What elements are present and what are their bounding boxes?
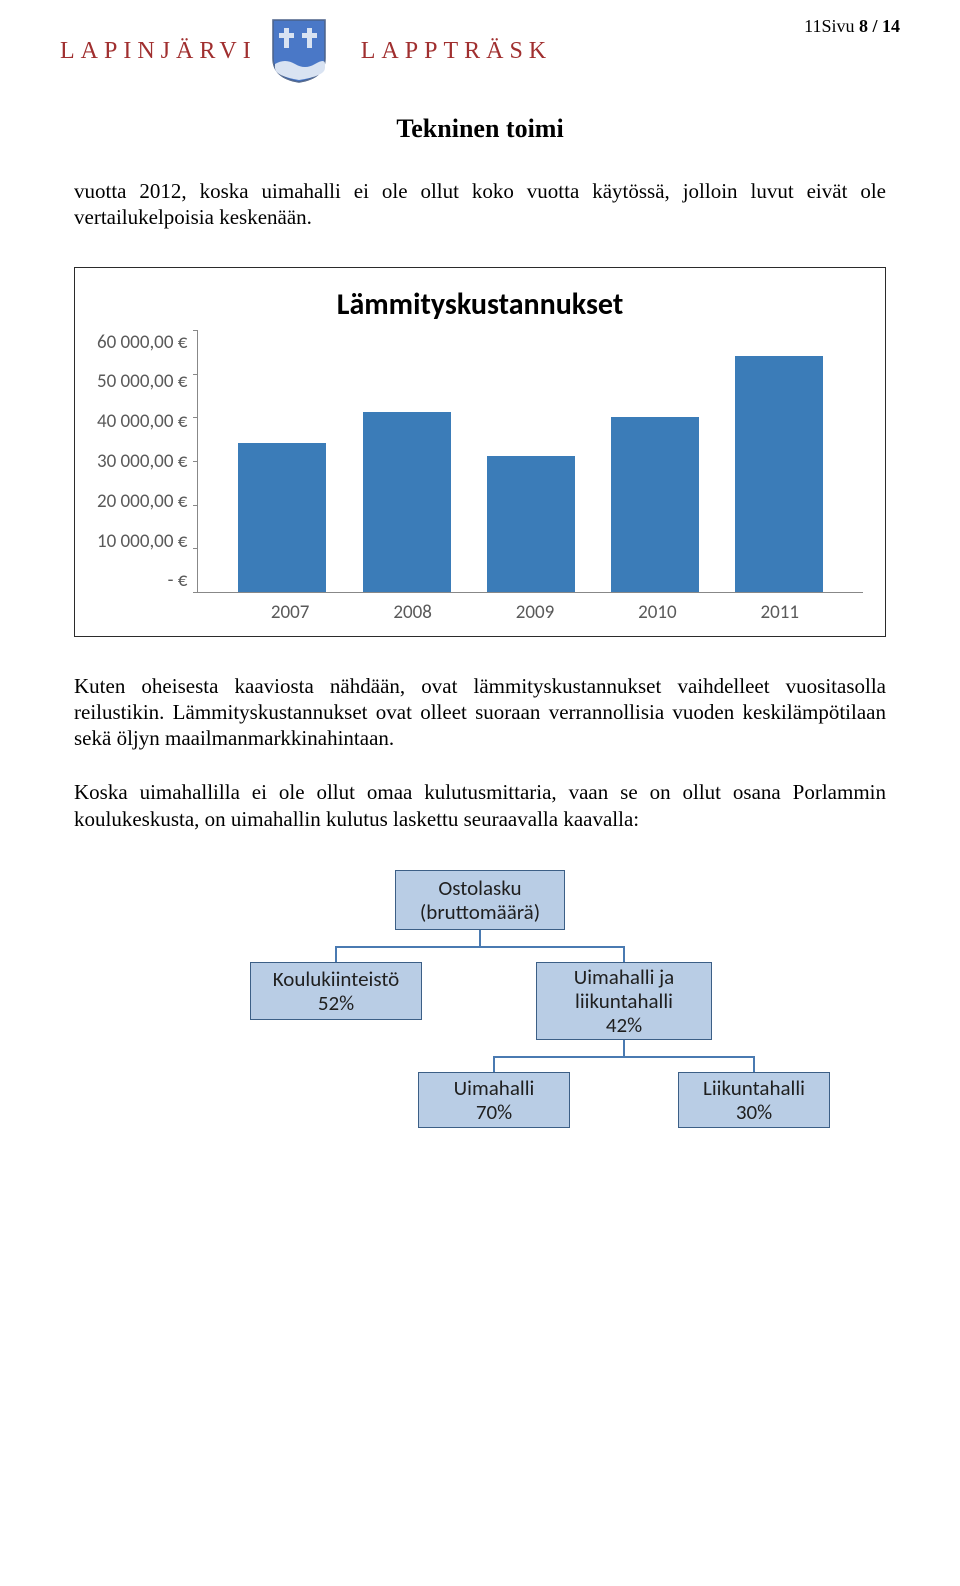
- bar-2010: [611, 417, 699, 592]
- y-tick-label: 30 000,00 €: [97, 450, 187, 473]
- shield-icon: [271, 18, 327, 84]
- flow-sh-l2: 30%: [736, 1100, 772, 1124]
- flow-pool-l1: Uimahalli: [454, 1076, 535, 1100]
- chart-x-axis: 2007 2008 2009 2010 2011: [207, 593, 863, 624]
- x-tick-label: 2009: [491, 601, 579, 624]
- bar-2011: [735, 356, 823, 592]
- page-num-value: 8 / 14: [859, 16, 900, 36]
- flow-root-l2: (bruttomäärä): [420, 900, 540, 924]
- x-tick-label: 2010: [613, 601, 701, 624]
- y-tick-label: 50 000,00 €: [97, 370, 187, 393]
- flow-school-l2: 52%: [318, 991, 354, 1015]
- flow-node-pool: Uimahalli 70%: [418, 1072, 570, 1128]
- page-number: 11Sivu 8 / 14: [804, 16, 900, 37]
- heating-cost-chart: Lämmityskustannukset 60 000,00 € 50 000,0…: [74, 267, 886, 637]
- paragraph-3: Koska uimahallilla ei ole ollut omaa kul…: [0, 779, 960, 832]
- page-title: Tekninen toimi: [0, 114, 960, 144]
- flow-node-root: Ostolasku (bruttomäärä): [395, 870, 565, 930]
- flow-node-pool-hall: Uimahalli ja liikuntahalli 42%: [536, 962, 712, 1040]
- flow-school-l1: Koulukiinteistö: [273, 967, 399, 991]
- bar-2009: [487, 456, 575, 591]
- flow-node-sporthall: Liikuntahalli 30%: [678, 1072, 830, 1128]
- y-tick-label: 40 000,00 €: [97, 410, 187, 433]
- x-tick-label: 2007: [246, 601, 334, 624]
- x-tick-label: 2008: [369, 601, 457, 624]
- x-tick-label: 2011: [736, 601, 824, 624]
- flow-ph-l3: 42%: [606, 1013, 642, 1037]
- y-tick-label: 20 000,00 €: [97, 490, 187, 513]
- page-prefix: 11Sivu: [804, 16, 859, 36]
- paragraph-1: vuotta 2012, koska uimahalli ei ole ollu…: [0, 178, 960, 231]
- y-tick-label: 10 000,00 €: [97, 530, 187, 553]
- logo-text-right: LAPPTRÄSK: [361, 38, 552, 65]
- chart-title: Lämmityskustannukset: [97, 286, 863, 323]
- bar-2008: [363, 412, 451, 591]
- y-tick-label: - €: [97, 569, 187, 592]
- chart-y-axis: 60 000,00 € 50 000,00 € 40 000,00 € 30 000,…: [97, 331, 197, 593]
- chart-plot-area: [197, 331, 863, 593]
- flow-sh-l1: Liikuntahalli: [703, 1076, 805, 1100]
- bar-2007: [238, 443, 326, 591]
- flow-root-l1: Ostolasku: [438, 876, 521, 900]
- flow-node-school: Koulukiinteistö 52%: [250, 962, 422, 1020]
- paragraph-2: Kuten oheisesta kaaviosta nähdään, ovat …: [0, 673, 960, 752]
- logo-text-left: LAPINJÄRVI: [60, 38, 257, 65]
- flow-pool-l2: 70%: [476, 1100, 512, 1124]
- calculation-flow-diagram: Ostolasku (bruttomäärä) Koulukiinteistö …: [200, 870, 760, 1170]
- document-header: LAPINJÄRVI LAPPTRÄSK 11Sivu 8 / 14: [0, 0, 960, 84]
- flow-ph-l1: Uimahalli ja: [574, 965, 675, 989]
- y-tick-label: 60 000,00 €: [97, 331, 187, 354]
- flow-ph-l2: liikuntahalli: [575, 989, 673, 1013]
